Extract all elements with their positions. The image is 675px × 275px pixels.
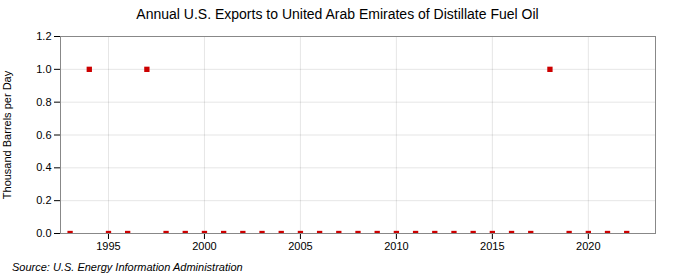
svg-text:1995: 1995 bbox=[96, 240, 120, 252]
svg-text:2015: 2015 bbox=[480, 240, 504, 252]
svg-text:1.2: 1.2 bbox=[36, 30, 51, 42]
svg-text:0.4: 0.4 bbox=[36, 161, 51, 173]
svg-text:0.0: 0.0 bbox=[36, 227, 51, 239]
html-text:Source: U.S. Energy Informatio: Source: U.S. Energy Information Administ… bbox=[12, 261, 243, 273]
svg-text:Thousand Barrels per Day: Thousand Barrels per Day bbox=[1, 70, 13, 199]
svg-text:2010: 2010 bbox=[384, 240, 408, 252]
svg-text:0.6: 0.6 bbox=[36, 129, 51, 141]
svg-text:2000: 2000 bbox=[192, 240, 216, 252]
svg-text:0.2: 0.2 bbox=[36, 194, 51, 206]
svg-text:1.0: 1.0 bbox=[36, 63, 51, 75]
html-text:Annual U.S. Exports to United: Annual U.S. Exports to United Arab Emira… bbox=[136, 6, 539, 22]
svg-text:0.8: 0.8 bbox=[36, 96, 51, 108]
svg-text:2005: 2005 bbox=[288, 240, 312, 252]
svg-text:2020: 2020 bbox=[576, 240, 600, 252]
